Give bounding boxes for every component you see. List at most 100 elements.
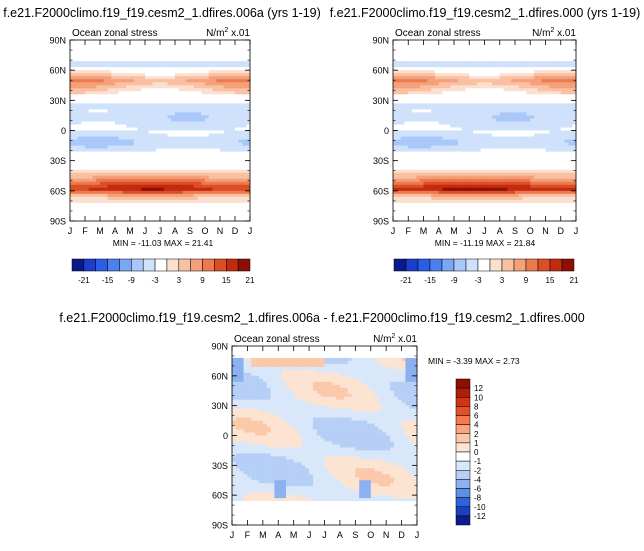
panel1-cell	[171, 130, 176, 134]
panel1-cell	[160, 64, 165, 68]
panel1-cell	[81, 157, 86, 161]
panel1-cell	[197, 208, 202, 213]
panel2-cell	[465, 124, 470, 128]
panel1-cell	[171, 91, 176, 95]
panel2-cell	[522, 58, 527, 62]
panel1-cell	[231, 142, 236, 146]
panel1-cell	[118, 160, 123, 164]
panel2-cell	[495, 148, 501, 152]
panel2-cell	[400, 58, 405, 62]
panel2-cell	[556, 157, 562, 161]
panel2-cell	[400, 118, 405, 122]
panel2-cell	[438, 40, 443, 44]
panel1-cell	[182, 139, 187, 143]
panel1-cell	[152, 79, 157, 83]
panel1-cell	[141, 121, 146, 125]
panel1-cell	[208, 100, 213, 104]
panel1-cell	[246, 46, 251, 50]
panel2-cell	[476, 160, 481, 164]
panel1-cell	[137, 190, 142, 195]
panel1-cell	[70, 100, 75, 104]
panel2-cell	[507, 124, 512, 128]
panel1-cell	[246, 160, 251, 164]
panel1-cell	[96, 73, 101, 77]
panel2-cell	[408, 55, 413, 59]
panel1-cell	[227, 52, 232, 56]
panel2-cell	[404, 145, 409, 149]
panel2-cell	[488, 133, 493, 137]
panel1-cell	[175, 214, 180, 219]
panel1-cell	[193, 184, 198, 189]
panel1-title: f.e21.F2000climo.f19_f19.cesm2_1.dfires.…	[3, 6, 321, 20]
panel2-cell	[572, 148, 577, 152]
panel2-cell	[461, 88, 466, 92]
panel2-cell	[507, 61, 512, 65]
panel2-cell	[518, 97, 523, 101]
panel1-cell	[148, 184, 153, 189]
panel1-cell	[208, 76, 213, 80]
panel1-cell	[92, 199, 97, 204]
panel1-cell	[148, 166, 153, 171]
panel1-cell	[145, 97, 150, 101]
panel1-cell	[115, 142, 120, 146]
panel1-cell	[246, 124, 251, 128]
panel1-cell	[107, 61, 112, 65]
panel1-cell	[85, 160, 90, 164]
panel2-cell	[404, 160, 409, 164]
panel2-cell	[503, 142, 508, 146]
panel1-cell	[167, 94, 172, 98]
panel2-cell	[526, 142, 531, 146]
panel2-cell	[476, 43, 481, 47]
panel1-cell	[197, 148, 202, 152]
panel2-cell	[568, 124, 573, 128]
panel1-cell	[156, 97, 161, 101]
panel2-cell	[457, 124, 462, 128]
panel1-cell	[235, 127, 240, 131]
panel1-cell	[197, 109, 202, 113]
panel2-cell	[526, 121, 531, 125]
panel1-cell	[186, 115, 191, 119]
panel2-cell	[545, 58, 550, 62]
panel1-cell	[208, 160, 213, 164]
panel2-cell	[545, 139, 550, 143]
panel2-cell	[396, 142, 401, 146]
panel2-cell	[461, 49, 466, 53]
panel1-xtick-label: A	[112, 226, 118, 236]
panel1-cell	[88, 184, 93, 189]
panel1-cell	[216, 100, 221, 104]
panel1-cell	[148, 67, 153, 71]
panel1-cell	[73, 193, 78, 198]
panel1-cell	[88, 154, 93, 158]
panel1-cell	[178, 100, 183, 104]
panel2-cell	[503, 70, 508, 74]
panel1-cell	[126, 91, 131, 95]
panel2-cell	[545, 49, 550, 53]
panel1-cell	[137, 130, 142, 134]
panel1-cell	[81, 205, 86, 210]
panel2-cell	[537, 91, 542, 95]
panel1-cell	[141, 166, 146, 171]
panel1-cell	[111, 112, 116, 116]
panel2-cell	[427, 64, 432, 68]
panel1-cell	[190, 58, 195, 62]
panel2-cell	[530, 55, 535, 59]
panel1-cell	[182, 58, 187, 62]
panel1-cell	[205, 211, 210, 216]
panel2-cell	[549, 64, 554, 68]
panel1-cell	[122, 169, 127, 174]
panel1-cell	[115, 175, 120, 180]
panel1-cell	[137, 151, 142, 155]
panel2-cell	[454, 97, 459, 101]
panel1-cell	[201, 106, 206, 110]
panel1-cell	[137, 100, 142, 104]
panel1-cell	[100, 166, 105, 171]
panel1-cell	[141, 130, 146, 134]
panel1-cell	[141, 208, 146, 213]
panel2-cell	[476, 145, 481, 149]
panel2-cell	[541, 55, 546, 59]
panel2-cell	[568, 121, 573, 125]
panel2-cell	[412, 121, 417, 125]
panel1-cell	[216, 202, 221, 207]
panel1-cell	[88, 130, 93, 134]
panel2-cell	[431, 112, 436, 116]
